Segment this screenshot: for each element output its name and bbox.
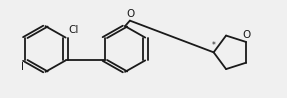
Text: O: O — [243, 30, 251, 40]
Text: O: O — [127, 9, 135, 19]
Text: I: I — [21, 62, 24, 72]
Text: Cl: Cl — [68, 25, 78, 35]
Text: *: * — [212, 41, 216, 50]
